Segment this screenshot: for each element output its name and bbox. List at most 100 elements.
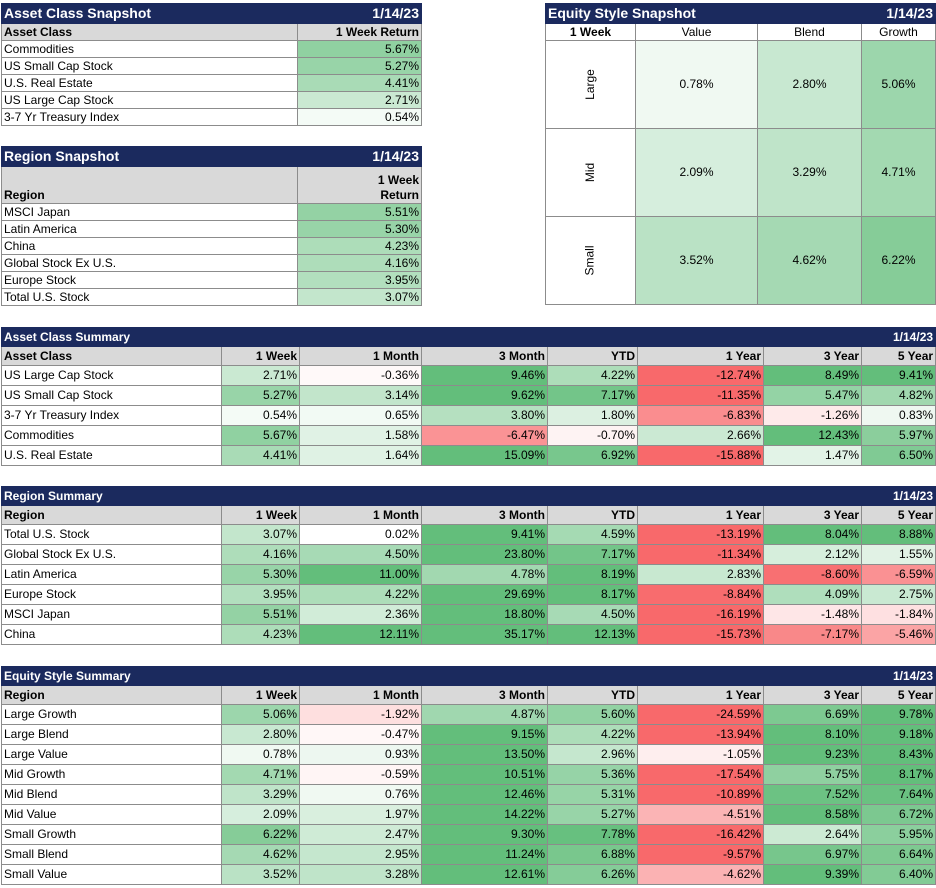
table-row: 3-7 Yr Treasury Index 0.54% 0.65% 3.80% 1.80… xyxy=(1,405,936,426)
row-value: -6.59% xyxy=(861,564,936,585)
table-row: Small Growth 6.22% 2.47% 9.30% 7.78% -16.42% 2… xyxy=(1,824,936,845)
table-row: Mid Blend 3.29% 0.76% 12.46% 5.31% -10.89% 7.5… xyxy=(1,784,936,805)
row-value: 4.87% xyxy=(421,704,548,725)
column-header: 1 Week xyxy=(221,505,300,525)
row-label: US Large Cap Stock xyxy=(1,365,222,386)
row-value: 9.41% xyxy=(861,365,936,386)
row-value: -13.94% xyxy=(637,724,764,745)
column-header: 1 Year xyxy=(637,505,764,525)
row-value: 5.60% xyxy=(547,704,638,725)
column-header: 3 Month xyxy=(421,685,548,705)
table-row: Latin America 5.30% xyxy=(1,220,422,238)
row-value: 35.17% xyxy=(421,624,548,645)
row-value: 0.02% xyxy=(299,524,422,545)
asset-summary-date: 1/14/23 xyxy=(861,327,936,347)
row-label: Global Stock Ex U.S. xyxy=(1,254,298,272)
row-label: Total U.S. Stock xyxy=(1,288,298,306)
region-snapshot-col1: Region xyxy=(1,166,298,204)
row-value: 3.07% xyxy=(297,288,422,306)
row-label: Mid Value xyxy=(1,804,222,825)
row-value: 0.65% xyxy=(299,405,422,426)
row-value: -8.60% xyxy=(762,564,863,585)
row-value: -11.35% xyxy=(637,385,764,406)
column-header: 1 Month xyxy=(299,685,422,705)
row-value: -0.70% xyxy=(547,425,638,446)
row-label: Europe Stock xyxy=(1,271,298,289)
table-row: Large Growth 5.06% -1.92% 4.87% 5.60% -24.59%… xyxy=(1,704,936,725)
row-value: 4.22% xyxy=(299,584,422,605)
row-value: -15.73% xyxy=(637,624,764,645)
row-value: -17.54% xyxy=(637,764,764,785)
row-value: -13.19% xyxy=(637,524,764,545)
row-value: 9.62% xyxy=(421,385,548,406)
column-header: 1 Month xyxy=(299,346,422,366)
row-value: 5.97% xyxy=(861,425,936,446)
row-label: US Large Cap Stock xyxy=(1,91,298,109)
row-value: 6.40% xyxy=(861,864,936,885)
row-value: -5.46% xyxy=(861,624,936,645)
row-value: 10.51% xyxy=(421,764,548,785)
row-label: Small Growth xyxy=(1,824,222,845)
row-value: 4.82% xyxy=(861,385,936,406)
row-value: 0.54% xyxy=(221,405,300,426)
row-value: 1.55% xyxy=(861,544,936,565)
row-value: 2.83% xyxy=(637,564,764,585)
row-value: 11.00% xyxy=(299,564,422,585)
row-value: 5.31% xyxy=(547,784,638,805)
table-row: Total U.S. Stock 3.07% xyxy=(1,288,422,306)
row-value: 5.51% xyxy=(221,604,300,625)
row-value: 8.17% xyxy=(861,764,936,785)
table-row: Mid Value 2.09% 1.97% 14.22% 5.27% -4.51% 8.58… xyxy=(1,804,936,825)
style-snapshot-date: 1/14/23 xyxy=(861,3,936,24)
row-value: 2.12% xyxy=(762,544,863,565)
row-value: 8.04% xyxy=(762,524,863,545)
row-value: 8.17% xyxy=(547,584,638,605)
row-value: 5.27% xyxy=(547,804,638,825)
row-value: 11.24% xyxy=(421,844,548,865)
column-header: YTD xyxy=(547,685,638,705)
row-value: 8.88% xyxy=(861,524,936,545)
style-cell: 4.71% xyxy=(861,128,936,217)
region-summary-date: 1/14/23 xyxy=(861,486,936,506)
style-cell: 0.78% xyxy=(635,40,758,129)
style-cell: 2.09% xyxy=(635,128,758,217)
row-value: 9.78% xyxy=(861,704,936,725)
row-value: 2.75% xyxy=(861,584,936,605)
row-value: -0.47% xyxy=(299,724,422,745)
table-row: 3-7 Yr Treasury Index 0.54% xyxy=(1,108,422,126)
table-row: MSCI Japan 5.51% xyxy=(1,203,422,221)
table-row: U.S. Real Estate 4.41% 1.64% 15.09% 6.92% -15… xyxy=(1,445,936,466)
style-row-label: Mid xyxy=(545,128,636,217)
row-label: Small Blend xyxy=(1,844,222,865)
row-value: -1.92% xyxy=(299,704,422,725)
row-value: 4.22% xyxy=(547,365,638,386)
row-value: 8.58% xyxy=(762,804,863,825)
row-value: 7.52% xyxy=(762,784,863,805)
row-label: Commodities xyxy=(1,425,222,446)
table-row: Large Value 0.78% 0.93% 13.50% 2.96% -1.05% 9.… xyxy=(1,744,936,765)
style-cell: 3.29% xyxy=(757,128,862,217)
row-value: 7.17% xyxy=(547,544,638,565)
row-value: 5.67% xyxy=(297,40,422,58)
row-value: -15.88% xyxy=(637,445,764,466)
row-label: U.S. Real Estate xyxy=(1,445,222,466)
row-value: 2.64% xyxy=(762,824,863,845)
table-row: Commodities 5.67% xyxy=(1,40,422,58)
row-value: 0.76% xyxy=(299,784,422,805)
row-label: 3-7 Yr Treasury Index xyxy=(1,108,298,126)
column-header: 3 Month xyxy=(421,346,548,366)
row-label: US Small Cap Stock xyxy=(1,57,298,75)
row-value: -6.47% xyxy=(421,425,548,446)
row-value: 3.95% xyxy=(221,584,300,605)
asset-snapshot-col2: 1 Week Return xyxy=(297,23,422,41)
table-row: Small Blend 4.62% 2.95% 11.24% 6.88% -9.57% 6.… xyxy=(1,844,936,865)
row-value: 6.64% xyxy=(861,844,936,865)
table-row: Global Stock Ex U.S. 4.16% xyxy=(1,254,422,272)
row-value: 5.06% xyxy=(221,704,300,725)
row-value: 8.19% xyxy=(547,564,638,585)
row-value: 4.50% xyxy=(547,604,638,625)
style-summary-title: Equity Style Summary xyxy=(0,666,863,686)
row-value: 6.97% xyxy=(762,844,863,865)
row-value: 6.92% xyxy=(547,445,638,466)
row-value: -1.48% xyxy=(762,604,863,625)
